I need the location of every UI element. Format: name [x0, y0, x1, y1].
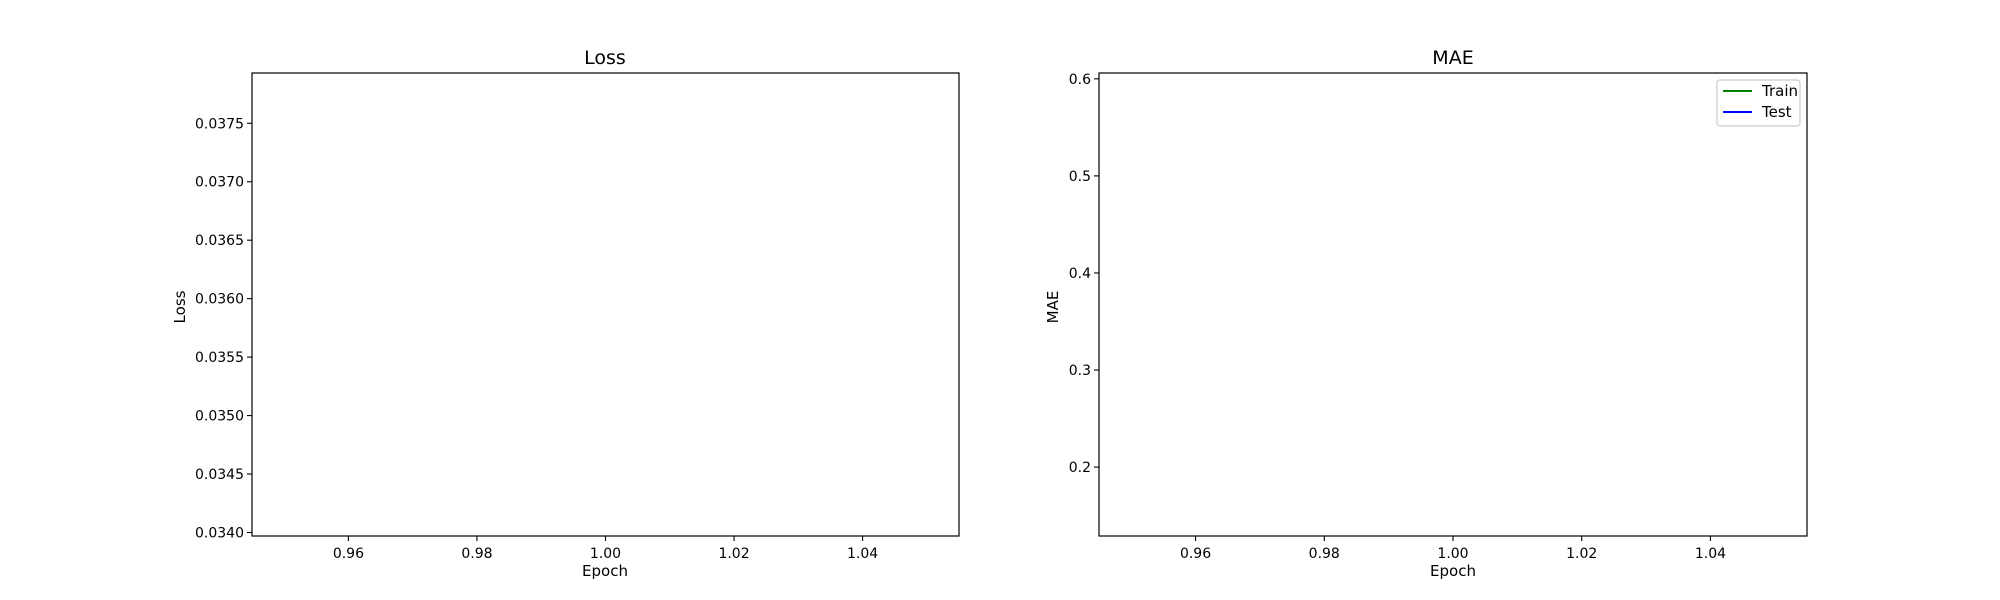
loss-x-tick-label: 1.00: [590, 546, 621, 562]
mae-y-axis-label: MAE: [1044, 291, 1062, 324]
loss-y-tick-label: 0.0340: [195, 525, 244, 541]
mae-y-tick-label: 0.3: [1069, 363, 1091, 379]
mae-y-tick-label: 0.2: [1069, 460, 1091, 476]
loss-x-ticks: 0.96 0.98 1.00 1.02 1.04: [333, 536, 878, 562]
loss-y-tick-label: 0.0360: [195, 292, 244, 308]
mae-legend: Train Test: [1716, 79, 1801, 127]
mae-y-tick-label: 0.6: [1069, 72, 1091, 88]
loss-y-tick-label: 0.0355: [195, 350, 244, 366]
mae-x-tick-label: 1.00: [1437, 546, 1468, 562]
mae-x-axis-label: Epoch: [1430, 562, 1476, 580]
mae-y-tick-label: 0.4: [1069, 266, 1091, 282]
mae-y-tick-label: 0.5: [1069, 169, 1091, 185]
mae-x-tick-label: 0.96: [1180, 546, 1211, 562]
mae-chart: MAE Epoch MAE 0.96 0.98 1.00 1.02 1.04 0.20.…: [1044, 47, 1808, 580]
loss-x-tick-label: 0.98: [461, 546, 492, 562]
mae-x-tick-label: 0.98: [1309, 546, 1340, 562]
loss-y-tick-label: 0.0370: [195, 175, 244, 191]
mae-x-ticks: 0.96 0.98 1.00 1.02 1.04: [1180, 536, 1726, 562]
mae-x-tick-label: 1.02: [1566, 546, 1597, 562]
legend-train-label: Train: [1761, 82, 1798, 100]
loss-chart-title: Loss: [584, 47, 626, 69]
loss-y-ticks: 0.0340 0.0345 0.0350 0.0355 0.0360 0.0365 0.03…: [195, 116, 252, 541]
loss-x-axis-label: Epoch: [582, 562, 628, 580]
loss-x-tick-label: 0.96: [333, 546, 364, 562]
loss-x-tick-label: 1.02: [718, 546, 749, 562]
loss-plot-area: [251, 72, 960, 537]
loss-y-tick-label: 0.0345: [195, 467, 244, 483]
mae-plot-area: [1098, 72, 1808, 537]
mae-y-ticks: 0.2 0.3 0.4 0.5 0.6: [1069, 72, 1099, 476]
loss-y-tick-label: 0.0365: [195, 233, 244, 249]
loss-y-axis-label: Loss: [171, 290, 189, 323]
mae-chart-title: MAE: [1432, 47, 1473, 69]
legend-test-label: Test: [1761, 103, 1792, 121]
loss-y-tick-label: 0.0350: [195, 409, 244, 425]
loss-x-tick-label: 1.04: [847, 546, 878, 562]
loss-chart: Loss Epoch Loss 0.96 0.98 1.00 1.02 1.04 0.0…: [171, 47, 960, 580]
mae-x-tick-label: 1.04: [1695, 546, 1726, 562]
loss-y-tick-label: 0.0375: [195, 116, 244, 132]
